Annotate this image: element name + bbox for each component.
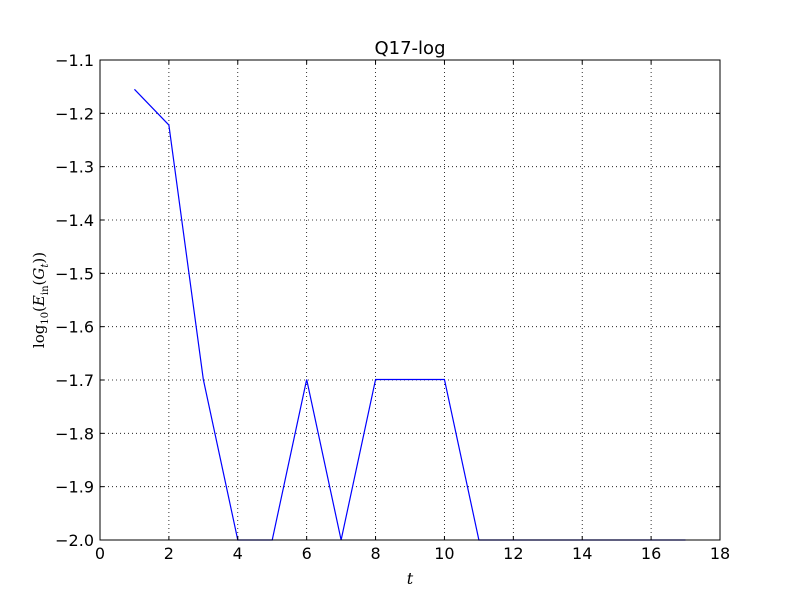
x-axis-label: t: [407, 569, 414, 588]
y-tick-label: −1.5: [55, 264, 94, 283]
y-tick-label: −1.7: [55, 371, 94, 390]
x-tick-label: 6: [302, 544, 312, 563]
y-axis-label-inner-open: (: [30, 280, 48, 286]
x-tick-labels: 0 2 4 6 8 10 12 14 16 18: [95, 544, 730, 563]
y-axis-label-e: E: [30, 295, 48, 307]
y-tick-label: −1.6: [55, 318, 94, 337]
y-axis-label-e-sub: in: [40, 285, 51, 295]
y-tick-label: −1.1: [55, 51, 94, 70]
y-axis-label-log-base: 10: [40, 312, 51, 325]
y-tick-labels: −1.1 −1.2 −1.3 −1.4 −1.5 −1.6 −1.7 −1.8 −1.9 −2.0: [55, 51, 94, 550]
y-axis-label-log: log: [30, 324, 48, 348]
x-tick-label: 0: [95, 544, 105, 563]
x-tick-label: 14: [572, 544, 592, 563]
x-tick-label: 16: [641, 544, 661, 563]
y-axis-label-open-paren: (: [30, 306, 48, 312]
x-tick-label: 4: [233, 544, 243, 563]
x-tick-label: 10: [434, 544, 454, 563]
ticks: [99, 59, 721, 541]
x-tick-label: 18: [710, 544, 730, 563]
series-line: [134, 88, 686, 541]
y-tick-label: −1.3: [55, 158, 94, 177]
y-tick-label: −1.8: [55, 424, 94, 443]
y-tick-label: −1.4: [55, 211, 94, 230]
y-axis-label-close: )): [30, 252, 48, 264]
x-tick-label: 8: [370, 544, 380, 563]
chart-title: Q17-log: [374, 38, 445, 59]
x-tick-label: 2: [164, 544, 174, 563]
y-tick-label: −2.0: [55, 531, 94, 550]
series-layer: [134, 88, 686, 541]
x-tick-label: 12: [503, 544, 523, 563]
y-tick-label: −1.9: [55, 478, 94, 497]
y-axis-label-g: G: [30, 268, 48, 280]
y-tick-label: −1.2: [55, 104, 94, 123]
y-axis-label-g-sub: t: [40, 263, 51, 268]
y-axis-label: log10(Ein(Gt)): [30, 252, 51, 348]
grid: [100, 60, 720, 540]
plot-area-frame: [99, 59, 721, 541]
